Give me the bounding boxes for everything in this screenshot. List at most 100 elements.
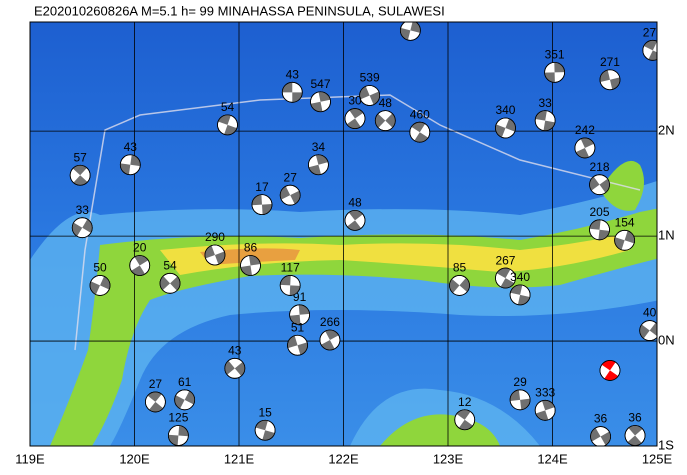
focal-mechanism [449, 275, 470, 296]
beachball-quadrant [648, 50, 657, 61]
beachball-outline [287, 334, 308, 356]
beachball-quadrant [170, 276, 181, 291]
beachball-quadrant [290, 190, 301, 205]
beachball-quadrant [240, 265, 252, 276]
depth-label: 86 [244, 241, 258, 255]
focal-mechanism [359, 85, 381, 106]
focal-mechanism [614, 229, 636, 251]
beachball-quadrant [90, 281, 101, 295]
beachball-outline [599, 360, 621, 381]
beachball-outline [89, 275, 111, 296]
beachball-outline [281, 81, 303, 103]
beachball-quadrant [604, 370, 619, 381]
beachball-quadrant [375, 113, 386, 128]
focal-mechanism [159, 272, 181, 294]
focal-mechanism [599, 360, 621, 381]
depth-label: 29 [513, 375, 527, 389]
beachball-quadrant [535, 110, 547, 121]
depth-label: 36 [628, 411, 642, 425]
depth-label: 205 [590, 205, 610, 219]
depth-label: 117 [281, 261, 300, 275]
depth-label: 20 [133, 241, 147, 255]
focal-mechanism [174, 389, 196, 411]
beachball-outline [509, 389, 531, 411]
focal-mechanism [204, 244, 226, 266]
beachball-quadrant [120, 163, 131, 175]
beachball-outline [254, 419, 276, 441]
focal-mechanism [624, 425, 646, 446]
beachball-outline [495, 267, 516, 289]
focal-mechanism [217, 114, 238, 136]
beachball-outline [279, 184, 301, 206]
x-tick-label: 120E [119, 451, 150, 466]
beachball-outline [279, 275, 301, 296]
beachball-outline [251, 194, 273, 216]
focal-mechanism [144, 391, 166, 413]
focal-mechanism [224, 357, 246, 379]
beachball-outline [217, 114, 238, 136]
depth-label: 351 [545, 48, 565, 62]
beachball-outline [534, 110, 556, 132]
beachball-outline [204, 244, 226, 266]
focal-mechanism [344, 108, 366, 129]
x-tick-label: 122E [328, 451, 359, 466]
beachball-outline [399, 22, 421, 41]
depth-label: 460 [410, 107, 430, 121]
depth-label: 290 [205, 230, 225, 244]
beachball-quadrant [599, 69, 610, 83]
beachball-quadrant [318, 91, 331, 102]
beachball-outline [449, 275, 470, 296]
depth-label: 15 [258, 405, 272, 419]
focal-mechanism [534, 399, 556, 421]
beachball-outline [224, 357, 246, 379]
beachball-quadrant [346, 118, 361, 129]
depth-label: 279 [643, 26, 663, 40]
beachball-quadrant [289, 285, 301, 296]
beachball-quadrant [627, 435, 642, 446]
beachball-quadrant [599, 178, 610, 193]
focal-mechanism [310, 91, 331, 113]
beachball-quadrant [251, 194, 262, 206]
focal-mechanism [534, 110, 556, 132]
beachball-quadrant [359, 86, 370, 100]
depth-label: 34 [312, 140, 326, 154]
x-tick-label: 123E [433, 451, 464, 466]
beachball-quadrant [449, 278, 460, 294]
depth-label: 271 [600, 55, 620, 69]
beachball-quadrant [248, 255, 261, 266]
beachball-quadrant [149, 401, 164, 412]
beachball-outline [590, 426, 611, 446]
depth-label: 43 [124, 140, 138, 154]
beachball-outline [534, 399, 556, 421]
beachball-quadrant [414, 132, 429, 143]
beachball-quadrant [184, 390, 195, 405]
focal-mechanism [89, 275, 111, 296]
beachball-quadrant [510, 389, 521, 402]
depth-label: 40 [643, 306, 657, 320]
depth-label: 27 [149, 377, 163, 391]
focal-mechanism [308, 154, 329, 176]
beachball-outline [614, 229, 636, 251]
beachball-quadrant [82, 219, 93, 233]
depth-label: 340 [495, 103, 515, 117]
focal-mechanism [589, 174, 610, 196]
focal-mechanism [254, 419, 276, 441]
focal-mechanism [495, 267, 516, 289]
depth-label: 125 [168, 411, 188, 425]
depth-label: 43 [286, 67, 300, 81]
focal-mechanism [251, 194, 273, 216]
depth-label: 333 [535, 385, 555, 399]
focal-mechanism [590, 426, 611, 446]
beachball-outline [119, 154, 141, 176]
beachball-outline [69, 164, 91, 186]
focal-mechanism [281, 81, 303, 103]
beachball-quadrant [554, 62, 565, 73]
beachball-quadrant [234, 361, 245, 377]
depth-label: 17 [255, 180, 269, 194]
beachball-quadrant [543, 120, 556, 131]
depth-label: 61 [178, 375, 192, 389]
y-tick-label: 1N [658, 228, 675, 243]
focal-mechanism [319, 329, 341, 351]
depth-label: 33 [539, 96, 553, 110]
